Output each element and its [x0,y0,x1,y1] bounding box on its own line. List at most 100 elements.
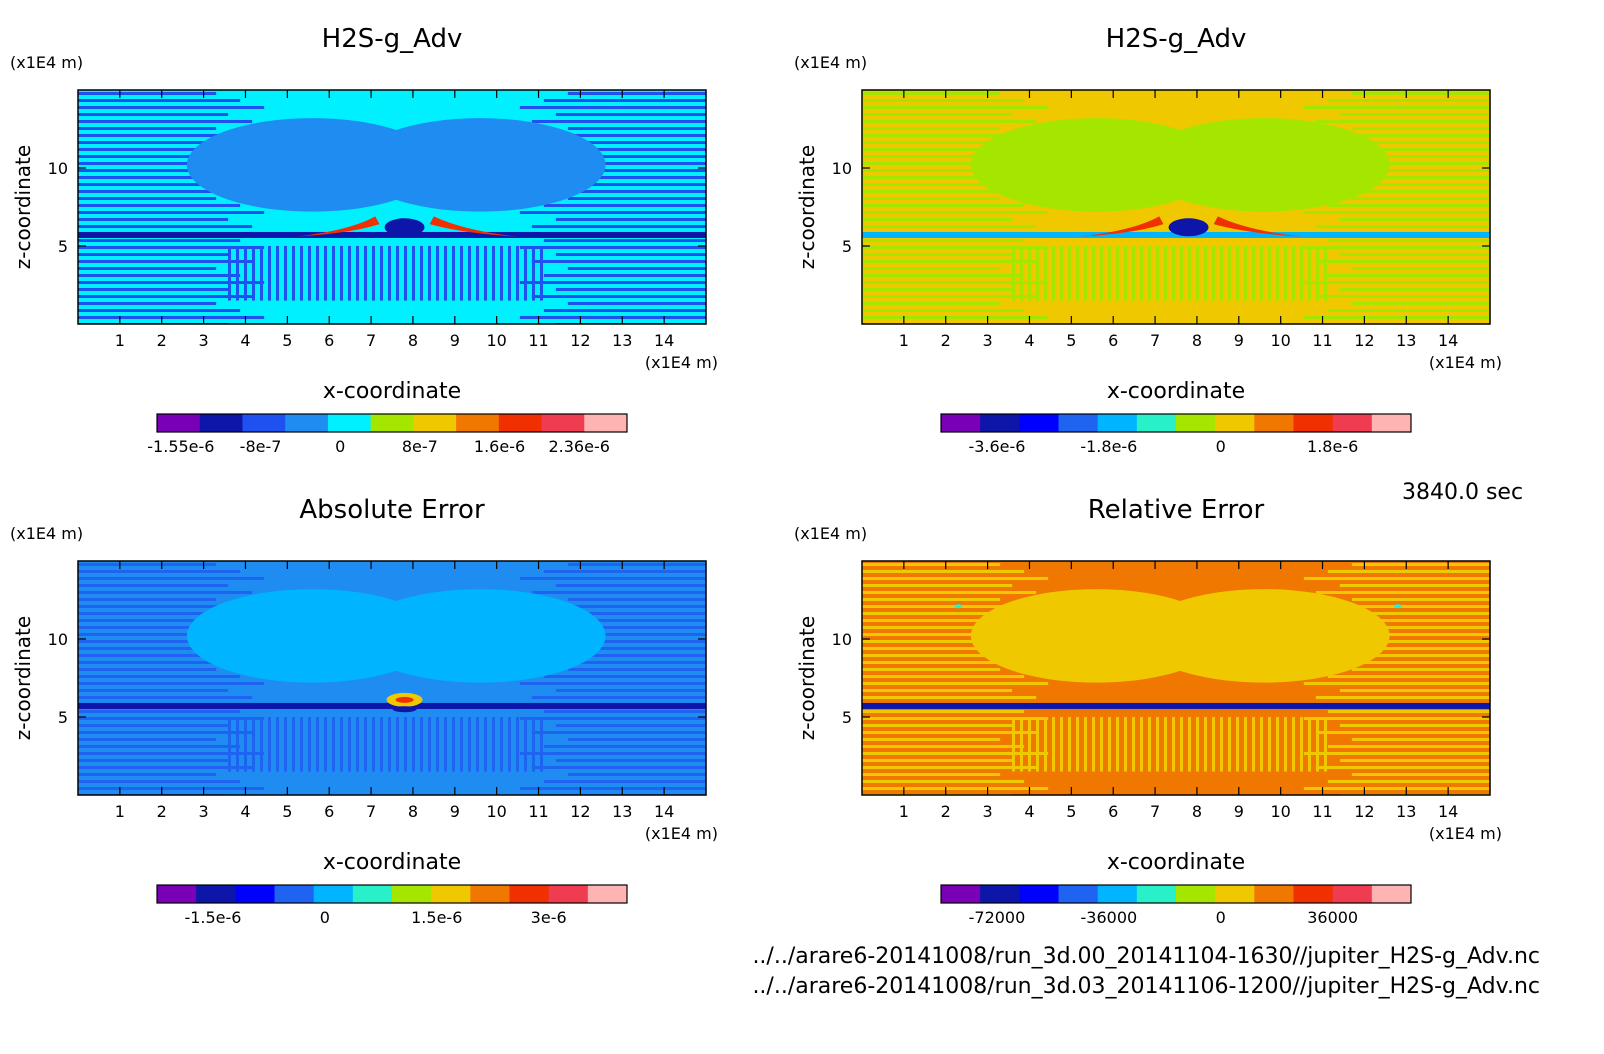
colorbar-swatch [587,885,628,903]
field-stripe [519,682,706,685]
field-stripe [1351,127,1490,130]
field-stripe [1339,183,1490,186]
colorbar-tick-label: 0 [335,437,345,456]
field-stripe [1327,780,1490,783]
field-stripe [1351,162,1490,165]
field-stripe [862,710,1025,713]
x-tick-label: 12 [1354,331,1374,350]
field-stripe [555,148,706,151]
field-stripe [1303,176,1490,179]
field-stripe [228,246,231,301]
field-stripe [1303,211,1490,214]
field-stripe [78,204,241,207]
field-stripe [300,717,303,772]
field-stripe [252,717,255,772]
field-stripe [78,563,217,566]
heatmap-field [862,561,1490,795]
colorbar-tick-label: -3.6e-6 [968,437,1025,456]
field-stripe [1212,246,1215,301]
field-stripe [531,190,706,193]
colorbar-swatch [470,885,510,903]
field-stripe [1244,717,1247,772]
field-stripe [543,309,706,312]
field-stripe [1303,717,1490,720]
colorbar-swatch [1293,414,1334,432]
field-stripe [340,717,343,772]
field-stripe [862,731,1037,734]
x-unit-label: (x1E4 m) [645,824,718,843]
colorbar-swatch [941,885,981,903]
field-stripe [519,717,706,720]
plot-frame [861,560,1491,796]
field-stripe [1351,633,1490,636]
field-band [862,231,1490,238]
x-tick-label: 8 [1192,802,1202,821]
field-stripe [519,106,706,109]
field-stripe [1324,246,1327,301]
colorbar-swatch [1293,885,1334,903]
colorbar-swatch [1058,885,1099,903]
colorbar-swatch [548,885,589,903]
field-stripe [1315,731,1490,734]
colorbar-tick-label: 0 [1216,437,1226,456]
field-stripe [862,302,1001,305]
field-stripe [862,787,1049,790]
field-stripe [543,169,706,172]
field-stripe [1124,246,1127,301]
plot-frame [861,89,1491,325]
field-stripe [1268,246,1271,301]
field-stripe [1084,246,1087,301]
colorbar-frame [940,413,1412,433]
field-stripe [356,717,359,772]
field-stripe [1220,717,1223,772]
field-stripe [1315,696,1490,699]
colorbar-swatch [1058,414,1099,432]
colorbar-tick-label: 3e-6 [531,908,567,927]
field-stripe [862,675,1025,678]
chart-title: H2S-g_Adv [1106,24,1247,54]
field-stripe [531,155,706,158]
field-stripe [862,120,1037,123]
field-stripe [1292,717,1295,772]
field-stripe [1204,246,1207,301]
colorbar-tick-label: -1.55e-6 [147,437,214,456]
colorbar-tick-label: 1.6e-6 [474,437,525,456]
field-stripe [555,113,706,116]
field-stripe [519,647,706,650]
field-feature [392,706,417,713]
field-stripe [1316,246,1319,301]
field-stripe [1092,717,1095,772]
field-stripe [1327,134,1490,137]
field-stripe [540,717,543,772]
field-stripe [78,647,265,650]
field-stripe [1052,246,1055,301]
x-tick-label: 1 [115,802,125,821]
colorbar-swatch [1176,885,1216,903]
field-stripe [78,316,265,319]
field-stripe [468,717,471,772]
field-stripe [1044,717,1047,772]
y-tick-label: 5 [842,708,852,727]
colorbar-swatch [541,414,585,432]
field-feature [954,604,963,609]
field-stripe [78,267,217,270]
colorbar-frame [156,884,628,904]
field-stripe [862,253,1013,256]
field-feature [1079,216,1164,237]
x-tick-label: 10 [1270,331,1290,350]
x-tick-label: 2 [941,802,951,821]
field-stripe [308,717,311,772]
colorbar-swatch [1254,885,1294,903]
field-stripe [436,246,439,301]
field-stripe [340,246,343,301]
colorbar-swatch [1332,885,1373,903]
source-file-2: ../../arare6-20141008/run_3d.03_20141106… [752,974,1540,999]
field-stripe [524,246,527,301]
field-stripe [1012,717,1015,772]
field-stripe [862,689,1013,692]
field-stripe [862,176,1049,179]
field-stripe [1351,598,1490,601]
colorbar-swatch [327,414,372,432]
field-stripe [468,246,471,301]
colorbar-swatch [274,885,315,903]
